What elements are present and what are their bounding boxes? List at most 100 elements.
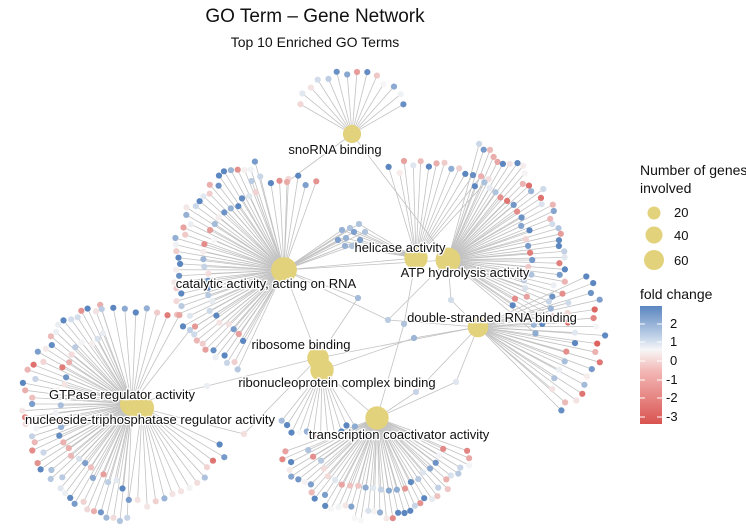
- size-legend-dot-60: [644, 250, 664, 270]
- gene-node: [523, 293, 530, 300]
- gene-node: [356, 236, 364, 244]
- gene-node: [288, 429, 295, 436]
- gene-node: [134, 496, 141, 503]
- gene-node: [143, 305, 150, 312]
- edge: [477, 325, 597, 328]
- gene-node: [57, 485, 64, 492]
- gene-node: [590, 315, 597, 322]
- edge: [415, 168, 452, 259]
- edge: [447, 259, 513, 306]
- gene-node: [564, 319, 572, 326]
- gene-node: [89, 340, 96, 347]
- gene-node: [308, 489, 315, 496]
- gene-node: [550, 207, 557, 215]
- edge: [74, 347, 133, 405]
- term-node-transcription: [365, 406, 389, 430]
- gene-node: [385, 487, 392, 494]
- gene-node: [509, 302, 516, 309]
- gene-node: [205, 284, 212, 291]
- gene-node: [234, 166, 241, 173]
- edge: [447, 200, 508, 261]
- gene-node: [288, 459, 295, 466]
- edge: [376, 417, 470, 459]
- gene-node: [335, 504, 342, 511]
- edge: [328, 78, 353, 135]
- edge: [310, 87, 353, 135]
- gene-node: [594, 340, 601, 347]
- gene-nodes-layer: [19, 68, 609, 525]
- gene-node: [209, 298, 216, 305]
- edge: [447, 259, 536, 334]
- gene-node: [421, 495, 428, 502]
- edge: [62, 366, 133, 405]
- gene-node: [33, 425, 40, 432]
- edge: [124, 308, 133, 405]
- gene-node: [417, 500, 424, 507]
- edge: [291, 417, 378, 477]
- gene-node: [307, 481, 314, 488]
- gene-node: [192, 203, 199, 210]
- gene-node: [19, 379, 26, 386]
- gene-node: [278, 417, 285, 424]
- edge: [376, 417, 424, 473]
- gene-node: [350, 228, 358, 236]
- gene-node: [347, 482, 354, 489]
- edge: [174, 269, 285, 283]
- gene-node: [362, 484, 369, 491]
- gene-node: [212, 354, 219, 361]
- gene-node: [588, 366, 595, 373]
- edge: [447, 259, 563, 295]
- gene-node: [57, 402, 64, 409]
- gene-node: [286, 466, 293, 474]
- gene-node: [68, 316, 75, 323]
- edge: [376, 417, 411, 511]
- gene-node: [92, 308, 100, 315]
- edge: [22, 403, 133, 412]
- gene-node: [241, 167, 248, 174]
- gene-node: [555, 237, 563, 244]
- gene-node: [227, 205, 234, 212]
- gene-node: [494, 158, 501, 165]
- gene-node: [457, 464, 464, 471]
- edge: [323, 417, 378, 469]
- edge: [212, 269, 285, 302]
- gene-node: [31, 439, 38, 446]
- gene-node: [556, 271, 563, 278]
- edge: [131, 329, 191, 405]
- gene-node: [29, 394, 36, 401]
- edge: [203, 196, 285, 271]
- gene-node: [407, 507, 414, 514]
- gene-node: [321, 491, 329, 498]
- edge: [208, 269, 285, 296]
- edge: [376, 417, 399, 513]
- gene-node: [183, 211, 190, 218]
- gene-node: [240, 337, 247, 344]
- gene-node: [248, 177, 255, 185]
- gene-node: [322, 502, 329, 509]
- gene-node: [59, 364, 66, 371]
- edge: [128, 407, 143, 500]
- edge: [189, 269, 285, 317]
- gene-node: [563, 348, 570, 355]
- edge: [376, 417, 447, 480]
- gene-node: [205, 292, 212, 299]
- edge: [60, 403, 133, 428]
- gene-node: [105, 479, 112, 486]
- gene-node: [240, 430, 248, 438]
- gene-node: [22, 387, 29, 394]
- gene-node: [462, 170, 469, 177]
- edge: [32, 403, 133, 451]
- edge: [376, 417, 419, 480]
- gene-node: [348, 242, 356, 250]
- colorbar-tick-label-2: 2: [670, 316, 678, 331]
- size-legend-dot-40: [645, 226, 663, 244]
- edge: [68, 361, 133, 405]
- gene-node: [116, 517, 123, 525]
- edge: [447, 245, 529, 261]
- gene-node: [82, 460, 89, 467]
- gene-node: [234, 366, 241, 373]
- edge: [447, 197, 501, 261]
- gene-node: [251, 158, 258, 165]
- edge: [206, 357, 319, 387]
- term-label-atp: ATP hydrolysis activity: [401, 265, 530, 280]
